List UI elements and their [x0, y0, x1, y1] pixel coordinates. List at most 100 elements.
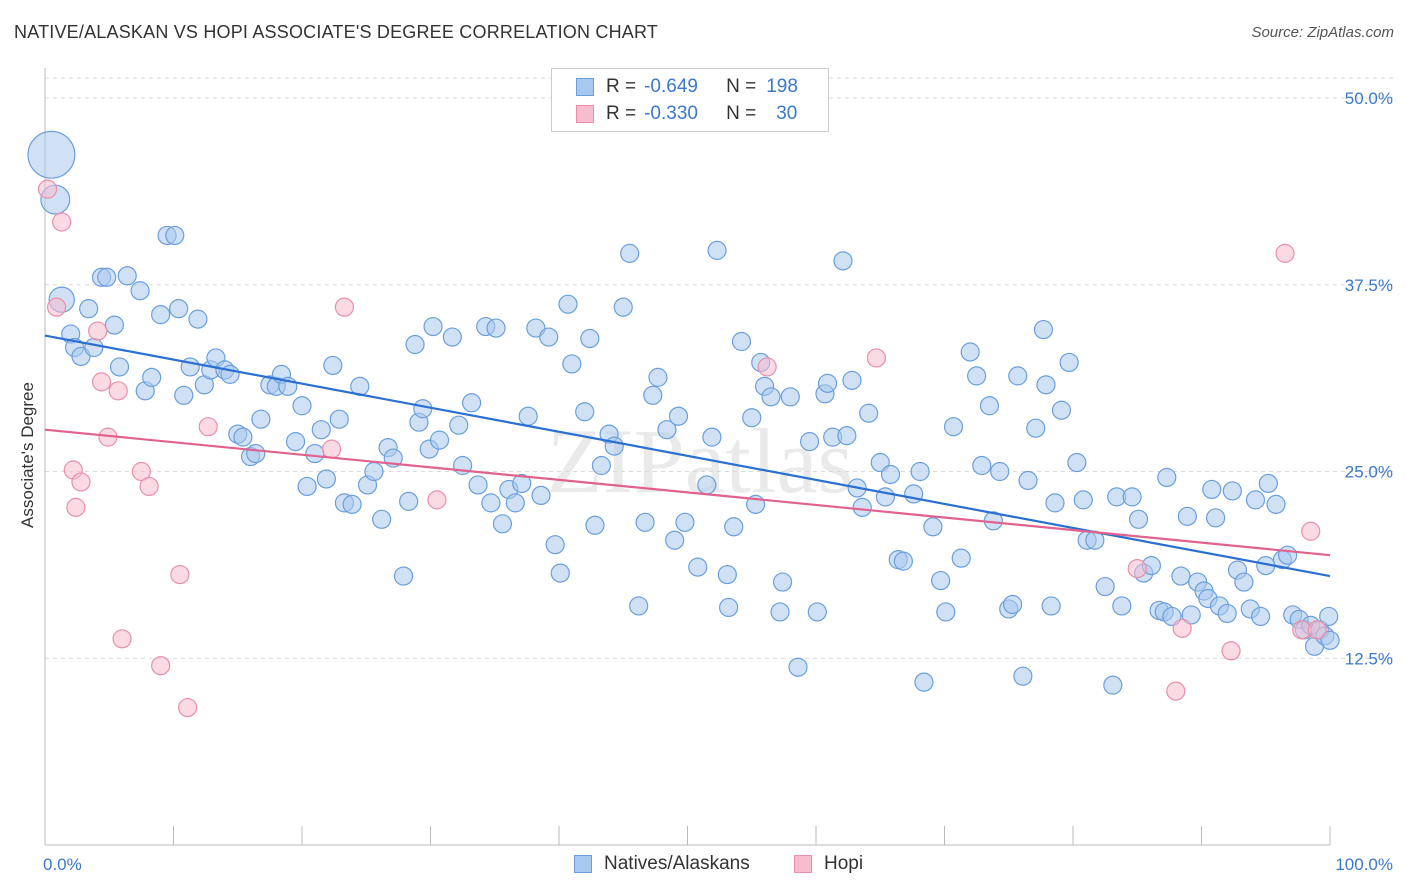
data-point-natives	[807, 602, 827, 622]
data-point-natives	[251, 409, 271, 429]
data-point-natives	[329, 409, 349, 429]
trend-lines	[44, 334, 1331, 578]
data-point-natives	[604, 436, 624, 456]
data-point-natives	[1157, 467, 1177, 488]
data-point-natives	[1128, 509, 1149, 529]
data-point-natives	[562, 354, 582, 374]
data-point-natives	[817, 373, 838, 393]
data-point-hopi	[1307, 620, 1327, 640]
data-point-hopi	[66, 497, 86, 517]
data-point-natives	[665, 530, 685, 550]
data-point-natives	[731, 331, 752, 352]
data-point-natives	[1003, 594, 1023, 615]
data-point-natives	[405, 334, 425, 355]
data-point-natives	[1013, 666, 1033, 686]
data-point-natives	[1234, 572, 1254, 592]
legend-row-natives: R = -0.649 N = 198	[576, 75, 798, 99]
data-point-natives	[717, 564, 737, 585]
data-point-natives	[629, 596, 649, 616]
data-point-natives	[297, 476, 317, 497]
data-point-natives	[233, 427, 253, 447]
data-point-natives	[1206, 508, 1226, 528]
data-point-natives	[1018, 470, 1038, 491]
data-point-natives	[967, 366, 987, 386]
data-point-hopi	[91, 372, 112, 392]
data-point-natives	[84, 337, 104, 358]
legend-row-hopi: R = -0.330 N = 30	[576, 102, 797, 126]
data-point-natives	[468, 475, 488, 495]
data-point-natives	[979, 396, 1000, 416]
data-point-natives	[842, 370, 862, 390]
bottom-legend-natives: Natives/Alaskans	[574, 852, 750, 876]
data-point-natives	[837, 426, 857, 446]
legend-r-label: R =	[606, 103, 637, 124]
data-point-natives	[648, 367, 668, 387]
data-point-natives	[780, 387, 800, 407]
legend-swatch-blue	[576, 78, 594, 96]
data-point-hopi	[334, 297, 355, 317]
data-point-natives	[442, 327, 462, 347]
data-point-natives	[1245, 490, 1266, 510]
y-tick-label: 12.5%	[1345, 649, 1393, 668]
data-point-natives	[130, 281, 150, 301]
data-point-natives	[852, 497, 872, 517]
data-point-hopi	[198, 417, 218, 437]
data-point-natives	[1026, 418, 1046, 438]
data-point-natives	[1073, 490, 1093, 510]
data-point-natives	[188, 309, 208, 329]
bottom-legend-hopi: Hopi	[794, 852, 863, 876]
trend-line-natives	[44, 334, 1331, 578]
data-point-natives	[512, 473, 532, 494]
data-point-natives	[481, 493, 501, 513]
tick-labels: 12.5% 25.0% 37.5% 50.0% 0.0% 100.0%	[43, 89, 1393, 874]
data-point-natives	[788, 657, 808, 677]
data-point-natives	[1045, 493, 1065, 513]
data-point-natives	[761, 387, 781, 407]
data-point-hopi	[151, 656, 171, 676]
data-point-hopi	[71, 472, 91, 492]
data-point-natives	[142, 367, 162, 387]
data-point-natives	[531, 485, 551, 506]
data-point-natives	[399, 491, 419, 511]
data-point-natives	[880, 464, 901, 485]
data-point-natives	[770, 602, 790, 622]
data-point-natives	[97, 267, 117, 287]
data-point-natives	[1033, 319, 1054, 340]
data-point-natives	[1008, 366, 1028, 386]
data-point-natives	[1112, 596, 1132, 616]
data-point-natives	[413, 399, 433, 419]
data-point-hopi	[178, 697, 198, 718]
data-point-natives	[104, 315, 124, 335]
data-point-natives	[292, 396, 312, 416]
data-point-natives	[613, 297, 633, 317]
data-point-hopi	[170, 564, 190, 585]
data-point-natives	[724, 517, 744, 537]
data-point-natives	[169, 299, 189, 319]
data-point-natives	[1067, 452, 1087, 473]
legend-n-label: N =	[726, 103, 757, 124]
data-point-hopi	[88, 321, 108, 341]
x-tick-label-min: 0.0%	[43, 855, 82, 874]
data-point-natives	[1103, 675, 1123, 695]
data-point-hopi	[1301, 521, 1321, 541]
data-point-natives	[1319, 606, 1339, 627]
data-point-hopi	[1172, 618, 1192, 638]
data-point-natives	[635, 512, 655, 532]
data-point-natives	[27, 130, 76, 179]
data-point-natives	[372, 509, 392, 529]
bottom-legend-swatch-pink	[794, 855, 812, 873]
data-point-natives	[585, 515, 605, 535]
data-point-natives	[833, 251, 853, 271]
data-point-natives	[1277, 545, 1298, 565]
data-point-natives	[657, 420, 677, 440]
y-tick-label: 25.0%	[1345, 463, 1393, 482]
trend-line-hopi	[44, 428, 1331, 557]
data-point-hopi	[46, 297, 67, 317]
data-point-natives	[311, 420, 331, 440]
data-point-natives	[1202, 479, 1222, 500]
legend-r-value: -0.330	[644, 103, 698, 124]
data-point-natives	[323, 355, 343, 376]
data-point-natives	[1036, 375, 1056, 395]
data-point-natives	[742, 408, 762, 428]
